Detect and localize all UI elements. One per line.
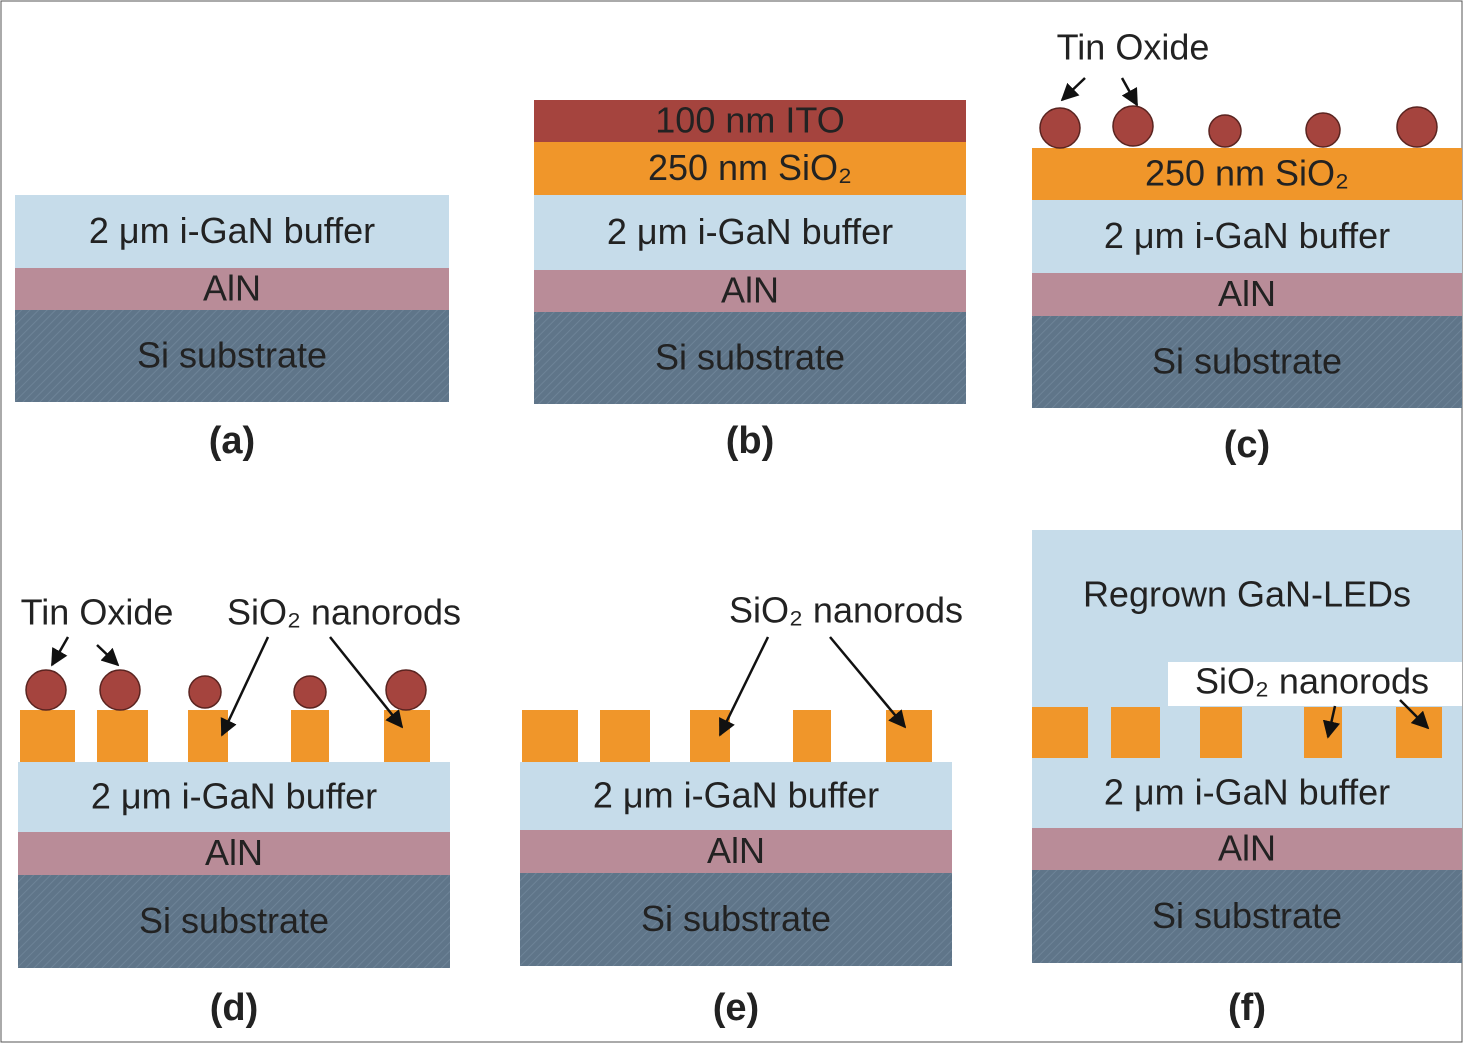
tin-oxide-particle xyxy=(100,670,140,710)
panel-label: (a) xyxy=(209,420,255,462)
layer-label: AlN xyxy=(203,268,261,309)
nanorod xyxy=(1200,707,1242,758)
panel-label: (d) xyxy=(210,987,259,1029)
layer-label: Si substrate xyxy=(655,337,845,378)
nanorod xyxy=(690,710,730,762)
annotation: SiO₂ nanorods xyxy=(729,590,963,631)
layer-label: Regrown GaN-LEDs xyxy=(1083,574,1411,615)
layer-label: AlN xyxy=(1218,828,1276,869)
layer-label: Si substrate xyxy=(139,900,329,941)
layer-label: 2 μm i-GaN buffer xyxy=(89,210,375,251)
tin-oxide-particle xyxy=(1040,108,1080,148)
layer-label: Si substrate xyxy=(1152,341,1342,382)
layer-label: 2 μm i-GaN buffer xyxy=(91,776,377,817)
arrow xyxy=(52,637,68,665)
layer-label: AlN xyxy=(1218,273,1276,314)
arrow xyxy=(222,637,268,735)
panel-label: (c) xyxy=(1224,424,1270,466)
layer-label: Si substrate xyxy=(1152,895,1342,936)
annotation: Tin Oxide xyxy=(1057,27,1210,68)
nanorod xyxy=(1304,707,1342,758)
layer-label: 2 μm i-GaN buffer xyxy=(607,211,893,252)
layer-label: AlN xyxy=(205,832,263,873)
arrow xyxy=(830,637,905,727)
nanorod xyxy=(886,710,932,762)
annotation: SiO₂ nanorods xyxy=(227,592,461,633)
tin-oxide-particle xyxy=(26,670,66,710)
nanorod xyxy=(384,710,430,762)
layer-label: 250 nm SiO₂ xyxy=(648,147,852,188)
annotation: Tin Oxide xyxy=(21,592,174,633)
arrow xyxy=(1122,78,1137,105)
tin-oxide-particle xyxy=(294,676,326,708)
nanorod xyxy=(20,710,75,762)
layer-label: AlN xyxy=(721,270,779,311)
nanorod xyxy=(1032,707,1088,758)
nanorod xyxy=(793,710,831,762)
layer-label: Si substrate xyxy=(137,335,327,376)
nanorod xyxy=(291,710,329,762)
tin-oxide-particle xyxy=(1209,115,1241,147)
layer-label: Si substrate xyxy=(641,898,831,939)
nanorod xyxy=(1396,707,1442,758)
layer-label: 250 nm SiO₂ xyxy=(1145,153,1349,194)
tin-oxide-particle xyxy=(189,676,221,708)
panel-label: (f) xyxy=(1228,987,1266,1029)
layer-label: 2 μm i-GaN buffer xyxy=(593,775,879,816)
arrow xyxy=(1062,78,1085,100)
layer-label: 2 μm i-GaN buffer xyxy=(1104,772,1390,813)
annotation: SiO₂ nanorods xyxy=(1195,661,1429,702)
layer-label: 100 nm ITO xyxy=(655,100,844,141)
nanorod xyxy=(97,710,148,762)
arrow xyxy=(97,645,118,665)
arrow xyxy=(720,637,768,735)
diagram: 2 μm i-GaN buffer AlN Si substrate (a) 100 n… xyxy=(0,0,1463,1043)
tin-oxide-particle xyxy=(1306,113,1340,147)
nanorod xyxy=(188,710,228,762)
layer-label: AlN xyxy=(707,830,765,871)
nanorod xyxy=(600,710,650,762)
nanorod xyxy=(1111,707,1160,758)
nanorod xyxy=(522,710,578,762)
panel-label: (b) xyxy=(726,420,775,462)
tin-oxide-particle xyxy=(386,670,426,710)
tin-oxide-particle xyxy=(1397,107,1437,147)
layer-label: 2 μm i-GaN buffer xyxy=(1104,215,1390,256)
tin-oxide-particle xyxy=(1113,106,1153,146)
panel-label: (e) xyxy=(713,987,759,1029)
